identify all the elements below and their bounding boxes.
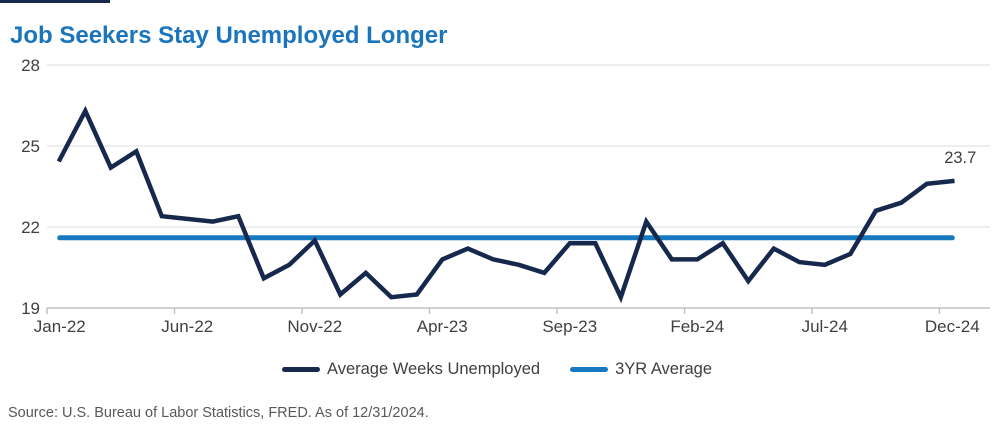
x-tick-label: Feb-24 bbox=[670, 317, 724, 336]
legend-swatch-blue bbox=[570, 366, 609, 373]
x-tick-label: Sep-23 bbox=[542, 317, 597, 336]
chart-legend: Average Weeks Unemployed 3YR Average bbox=[0, 360, 994, 379]
legend-item-3yr-average: 3YR Average bbox=[570, 360, 712, 379]
x-axis: Jan-22 Jun-22 Nov-22 Apr-23 Sep-23 Feb-24 Jul-… bbox=[34, 307, 990, 336]
x-tick-label: Dec-24 bbox=[925, 317, 980, 336]
x-tick-label: Nov-22 bbox=[287, 317, 342, 336]
legend-label: Average Weeks Unemployed bbox=[326, 360, 541, 378]
source-attribution: Source: U.S. Bureau of Labor Statistics,… bbox=[8, 405, 429, 421]
x-tick-label: Jan-22 bbox=[34, 317, 86, 336]
average-weeks-unemployed-line bbox=[56, 105, 955, 304]
legend-swatch-navy bbox=[281, 367, 320, 372]
y-tick-label: 25 bbox=[21, 137, 40, 156]
line-chart: 19 22 25 28 Jan-22 Jun-22 Nov-22 Apr-23 Sep-23 F… bbox=[21, 56, 990, 336]
chart-title: Job Seekers Stay Unemployed Longer bbox=[10, 22, 448, 50]
legend-item-average-weeks: Average Weeks Unemployed bbox=[281, 360, 541, 379]
x-tick-label: Jun-22 bbox=[161, 317, 213, 336]
top-accent-bar bbox=[0, 0, 110, 3]
gridlines bbox=[47, 64, 990, 228]
y-tick-label: 22 bbox=[21, 218, 40, 237]
y-tick-label: 19 bbox=[21, 299, 40, 318]
end-value-label: 23.7 bbox=[944, 149, 976, 167]
y-axis-labels: 19 22 25 28 bbox=[21, 56, 40, 318]
x-tick-label: Apr-23 bbox=[417, 317, 468, 336]
y-tick-label: 28 bbox=[21, 56, 40, 75]
legend-label: 3YR Average bbox=[615, 360, 713, 378]
x-tick-label: Jul-24 bbox=[802, 317, 848, 336]
